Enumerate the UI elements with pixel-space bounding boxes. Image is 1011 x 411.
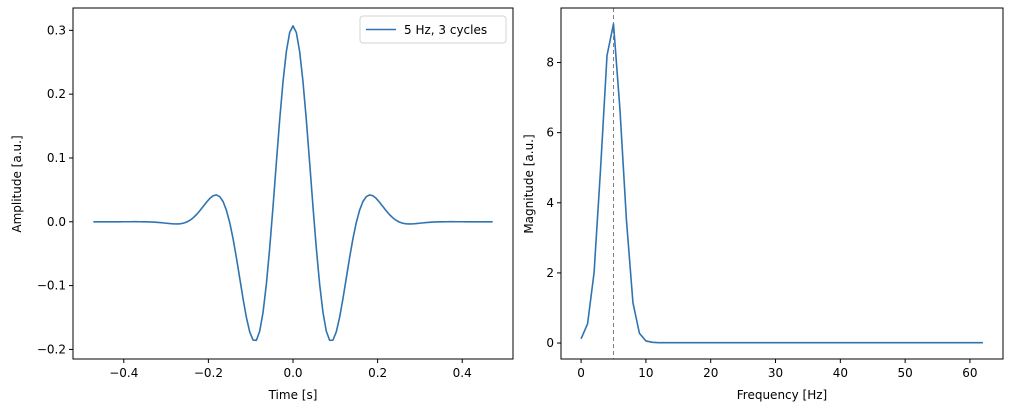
wavelet-y-tick-label: −0.2 [37, 342, 66, 356]
spectrum-x-tick-label: 40 [833, 366, 848, 380]
wavelet-x-tick-label: −0.2 [194, 366, 223, 380]
spectrum-plot-area [561, 8, 1003, 359]
wavelet-x-tick-label: 0.2 [368, 366, 387, 380]
wavelet-plot-area [73, 8, 513, 359]
spectrum-y-tick-label: 6 [546, 126, 554, 140]
wavelet-plot-frame [72, 7, 514, 360]
wavelet-y-tick-label: −0.1 [37, 279, 66, 293]
spectrum-x-tick-label: 30 [768, 366, 783, 380]
wavelet-series-line [93, 25, 493, 342]
wavelet-y-tick-label: 0.0 [47, 215, 66, 229]
spectrum-series-line [580, 23, 983, 344]
wavelet-x-axis-label: Time [s] [268, 388, 318, 402]
legend: 5 Hz, 3 cycles [359, 15, 507, 44]
spectrum-y-tick-label: 8 [546, 56, 554, 70]
wavelet-y-axis-label: Amplitude [a.u.] [10, 135, 24, 232]
spectrum-x-tick-label: 10 [638, 366, 653, 380]
wavelet-x-tick-label: 0.0 [283, 366, 302, 380]
spectrum-y-tick-label: 4 [546, 196, 554, 210]
wavelet-y-tick-label: 0.2 [47, 87, 66, 101]
wavelet-x-tick-label: 0.4 [453, 366, 472, 380]
spectrum-y-tick-label: 2 [546, 266, 554, 280]
wavelet-y-tick-label: 0.1 [47, 151, 66, 165]
spectrum-x-tick-label: 50 [897, 366, 912, 380]
spectrum-x-axis-label: Frequency [Hz] [737, 388, 828, 402]
spectrum-x-ticks: 0 10 20 30 40 50 60 [577, 359, 978, 380]
spectrum-panel: 0 10 20 30 40 50 60 0 2 4 6 8 Frequency [Hz] Magni… [522, 7, 1004, 402]
spectrum-x-tick-label: 60 [962, 366, 977, 380]
legend-label: 5 Hz, 3 cycles [404, 23, 487, 37]
spectrum-y-tick-label: 0 [546, 336, 554, 350]
wavelet-x-tick-label: −0.4 [109, 366, 138, 380]
spectrum-y-ticks: 0 2 4 6 8 [546, 56, 561, 350]
wavelet-x-ticks: −0.4 −0.2 0.0 0.2 0.4 [109, 359, 472, 380]
wavelet-y-ticks: −0.2 −0.1 0.0 0.1 0.2 0.3 [37, 23, 73, 356]
spectrum-x-tick-label: 20 [703, 366, 718, 380]
wavelet-time-panel: −0.4 −0.2 0.0 0.2 0.4 −0.2 −0.1 0.0 0.1 0.2 0.3 T… [10, 7, 514, 402]
spectrum-plot-frame [560, 7, 1004, 360]
legend-box [359, 15, 507, 44]
spectrum-x-tick-label: 0 [577, 366, 585, 380]
wavelet-y-tick-label: 0.3 [47, 23, 66, 37]
spectrum-y-axis-label: Magnitude [a.u.] [522, 134, 536, 233]
